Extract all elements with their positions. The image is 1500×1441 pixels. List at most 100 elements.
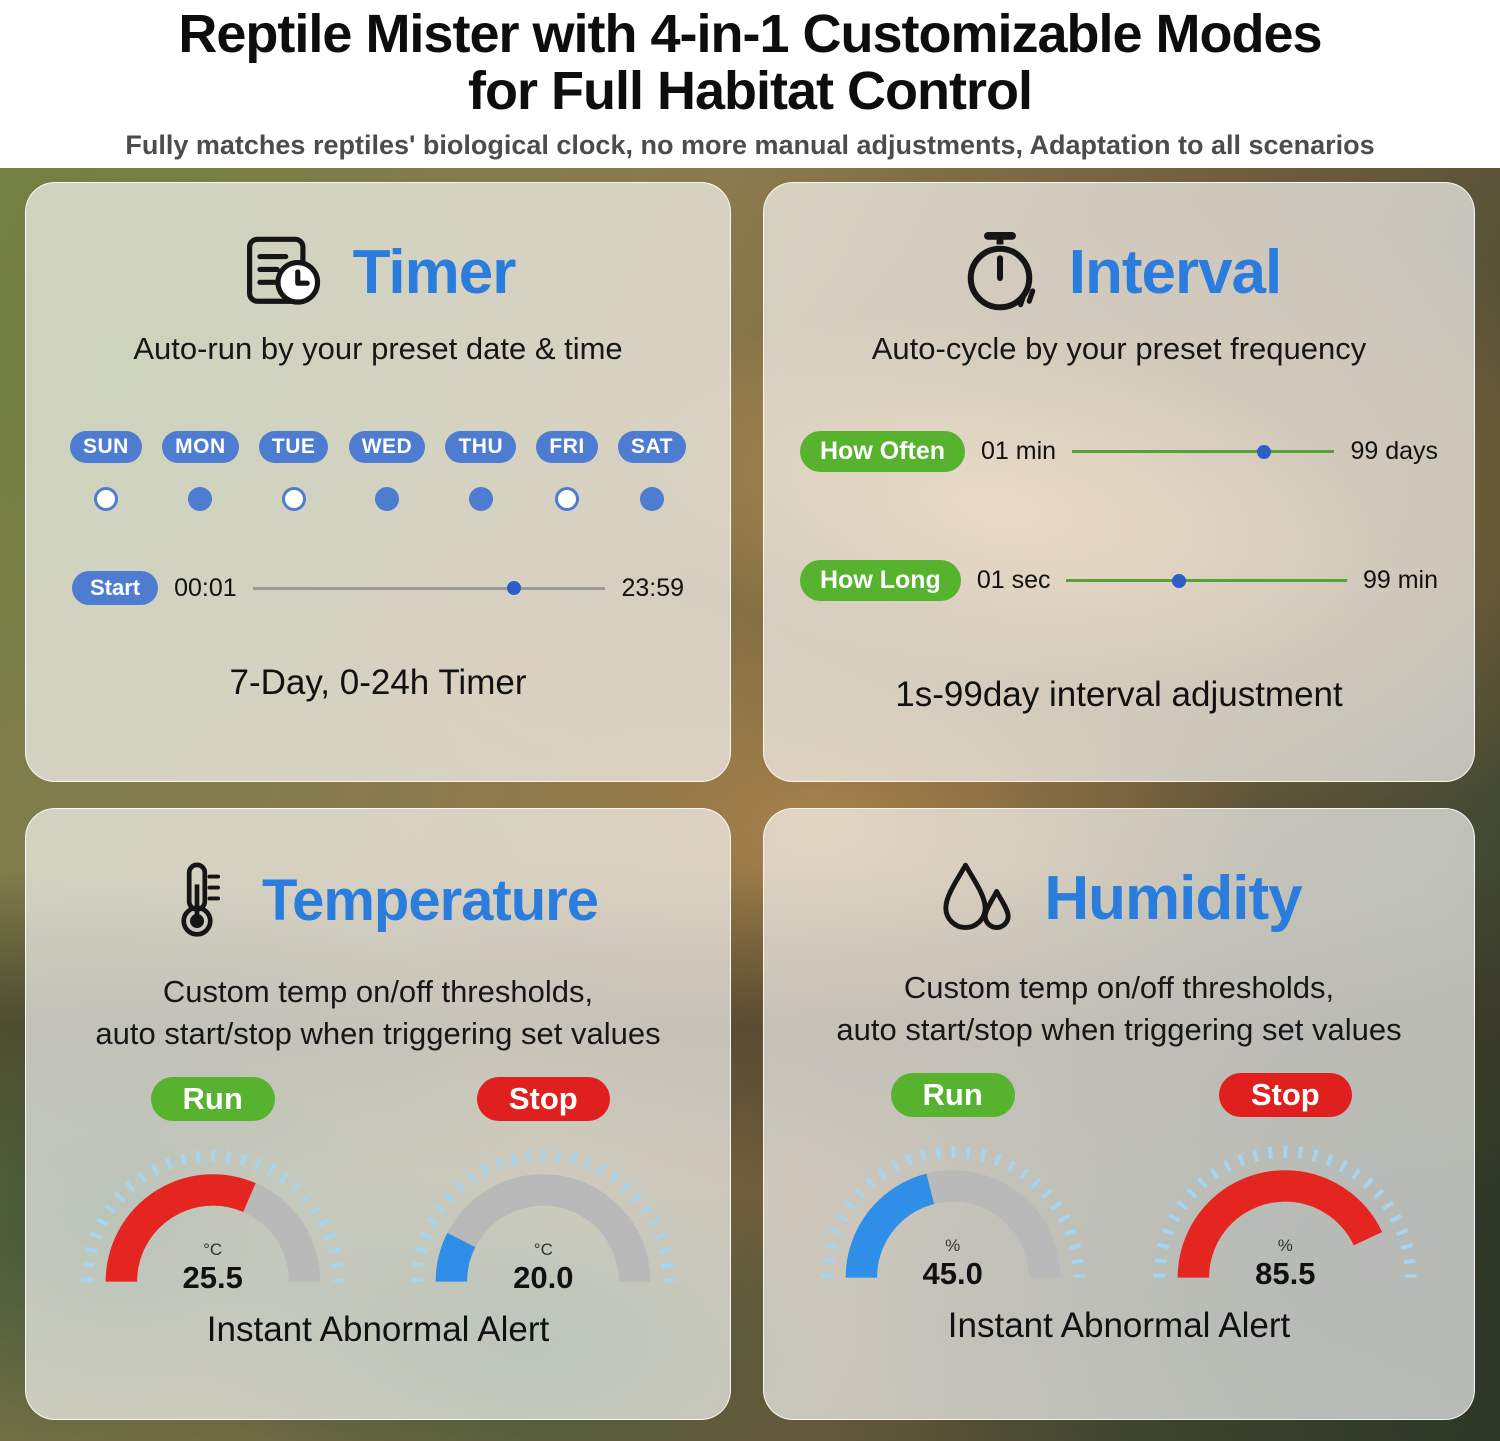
timer-header: Timer <box>26 229 730 315</box>
gauge: °C 25.5 <box>69 1135 357 1299</box>
weekday-wed: WED <box>348 431 426 511</box>
humidity-description: Custom temp on/off thresholds, auto star… <box>764 967 1474 1051</box>
gauge-reading: % 45.0 <box>809 1236 1097 1292</box>
how-often-row: How Often 01 min 99 days <box>764 431 1474 472</box>
thermometer-icon <box>181 862 220 937</box>
timer-panel: Timer Auto-run by your preset date & tim… <box>25 182 731 782</box>
weekday-mon: MON <box>162 431 239 511</box>
weekday-pill-wed: WED <box>348 431 426 463</box>
humidity-desc-line-1: Custom temp on/off thresholds, <box>903 970 1335 1005</box>
interval-panel: Interval Auto-cycle by your preset frequ… <box>763 182 1475 782</box>
time-range-max: 23:59 <box>621 573 684 602</box>
temperature-description: Custom temp on/off thresholds, auto star… <box>26 971 730 1055</box>
how-often-pill: How Often <box>800 431 965 472</box>
how-long-pill: How Long <box>800 560 961 601</box>
gauge-value: 45.0 <box>922 1256 983 1292</box>
temperature-heading: Temperature <box>261 867 599 933</box>
humidity-heading: Humidity <box>1044 863 1302 933</box>
gauge-dial <box>821 1145 1085 1278</box>
weekday-pill-tue: TUE <box>258 431 329 463</box>
run-badge: Run <box>890 1072 1015 1117</box>
time-slider-thumb <box>506 581 521 595</box>
time-slider-track <box>252 581 606 595</box>
calendar-clock-icon <box>246 236 320 305</box>
gauge-unit: % <box>1277 1236 1293 1256</box>
temperature-desc-line-2: auto start/stop when triggering set valu… <box>95 1015 661 1051</box>
temperature-run-gauge: Run °C 25.5 <box>69 1076 357 1299</box>
gauge-dial <box>1153 1145 1417 1278</box>
weekday-dot-tue <box>281 487 306 511</box>
gauge-reading: % 85.5 <box>1141 1236 1429 1292</box>
gauge-reading: °C 20.0 <box>399 1240 687 1296</box>
interval-footer: 1s-99day interval adjustment <box>895 675 1343 714</box>
gauge: % 45.0 <box>809 1131 1097 1295</box>
title-line-1: Reptile Mister with 4-in-1 Customizable … <box>178 4 1322 64</box>
gauge-unit: % <box>945 1236 961 1256</box>
how-long-min: 01 sec <box>976 566 1051 594</box>
page-title: Reptile Mister with 4-in-1 Customizable … <box>0 6 1500 119</box>
gauge-unit: °C <box>533 1240 553 1260</box>
temperature-footer: Instant Abnormal Alert <box>206 1310 550 1350</box>
temperature-gauges: Run °C 25.5 Stop <box>26 1076 730 1299</box>
weekday-thu: THU <box>445 431 517 511</box>
weekday-dot-mon <box>188 487 213 511</box>
gauge: % 85.5 <box>1141 1131 1429 1295</box>
stop-badge: Stop <box>476 1076 610 1121</box>
weekday-pill-sat: SAT <box>618 431 686 463</box>
weekday-selector: SUN MON TUE WED THU FRI <box>26 431 730 511</box>
timer-description: Auto-run by your preset date & time <box>133 331 623 366</box>
weekday-sat: SAT <box>618 431 686 511</box>
timer-footer: 7-Day, 0-24h Timer <box>229 663 527 702</box>
humidity-run-gauge: Run % 45.0 <box>809 1072 1097 1295</box>
how-often-slider-track <box>1072 444 1335 459</box>
weekday-pill-mon: MON <box>162 431 239 463</box>
humidity-gauges: Run % 45.0 Stop <box>764 1072 1474 1295</box>
humidity-stop-gauge: Stop % 85.5 <box>1141 1072 1429 1295</box>
how-long-slider-track <box>1066 573 1347 588</box>
how-long-max: 99 min <box>1362 566 1438 594</box>
weekday-dot-sat <box>640 487 664 511</box>
weekday-tue: TUE <box>258 431 329 511</box>
interval-heading: Interval <box>1068 237 1283 307</box>
weekday-pill-sun: SUN <box>70 431 142 463</box>
stop-badge: Stop <box>1218 1072 1352 1117</box>
weekday-sun: SUN <box>70 431 142 511</box>
weekday-dot-thu <box>468 487 493 511</box>
humidity-desc-line-2: auto start/stop when triggering set valu… <box>836 1011 1402 1047</box>
gauge-unit: °C <box>203 1240 223 1260</box>
how-long-row: How Long 01 sec 99 min <box>764 560 1474 601</box>
interval-description: Auto-cycle by your preset frequency <box>871 331 1367 366</box>
gauge-value: 85.5 <box>1255 1256 1316 1292</box>
water-drops-icon <box>943 862 1011 930</box>
temperature-desc-line-1: Custom temp on/off thresholds, <box>162 974 594 1009</box>
gauge-reading: °C 25.5 <box>69 1240 357 1296</box>
weekday-pill-fri: FRI <box>536 431 598 463</box>
run-badge: Run <box>150 1076 275 1121</box>
humidity-panel: Humidity Custom temp on/off thresholds, … <box>763 808 1475 1420</box>
start-time-slider-row: Start 00:01 23:59 <box>26 571 730 605</box>
how-often-min: 01 min <box>981 437 1057 465</box>
start-label-pill: Start <box>72 571 159 605</box>
title-line-2: for Full Habitat Control <box>468 60 1033 121</box>
weekday-pill-thu: THU <box>445 431 517 463</box>
interval-header: Interval <box>764 229 1474 315</box>
temperature-panel: Temperature Custom temp on/off threshold… <box>25 808 731 1420</box>
humidity-footer: Instant Abnormal Alert <box>947 1306 1291 1346</box>
how-long-slider-thumb <box>1171 573 1186 588</box>
stopwatch-icon <box>967 232 1035 311</box>
gauge-dial <box>411 1149 675 1282</box>
timer-heading: Timer <box>352 237 517 307</box>
weekday-dot-wed <box>374 487 399 511</box>
weekday-dot-fri <box>555 487 580 511</box>
page-subtitle: Fully matches reptiles' biological clock… <box>125 130 1375 160</box>
time-range-min: 00:01 <box>174 573 237 602</box>
weekday-fri: FRI <box>536 431 598 511</box>
humidity-header: Humidity <box>764 855 1474 941</box>
gauge: °C 20.0 <box>399 1135 687 1299</box>
how-often-max: 99 days <box>1350 437 1438 465</box>
how-often-slider-thumb <box>1256 444 1271 459</box>
weekday-dot-sun <box>93 487 118 511</box>
gauge-value: 20.0 <box>513 1260 574 1296</box>
temperature-stop-gauge: Stop °C 20.0 <box>399 1076 687 1299</box>
